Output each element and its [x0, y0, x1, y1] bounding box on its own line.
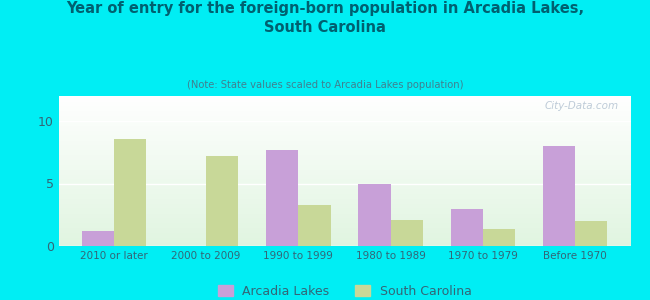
- Bar: [298, 205, 331, 246]
- Bar: [81, 231, 114, 246]
- Bar: [483, 229, 515, 246]
- Bar: [358, 184, 391, 246]
- Bar: [575, 221, 608, 246]
- Bar: [206, 156, 239, 246]
- Text: City-Data.com: City-Data.com: [545, 100, 619, 110]
- Text: (Note: State values scaled to Arcadia Lakes population): (Note: State values scaled to Arcadia La…: [187, 80, 463, 89]
- Bar: [391, 220, 423, 246]
- Text: Year of entry for the foreign-born population in Arcadia Lakes,
South Carolina: Year of entry for the foreign-born popul…: [66, 2, 584, 35]
- Legend: Arcadia Lakes, South Carolina: Arcadia Lakes, South Carolina: [213, 280, 476, 300]
- Bar: [266, 150, 298, 246]
- Bar: [114, 139, 146, 246]
- Bar: [450, 208, 483, 246]
- Bar: [543, 146, 575, 246]
